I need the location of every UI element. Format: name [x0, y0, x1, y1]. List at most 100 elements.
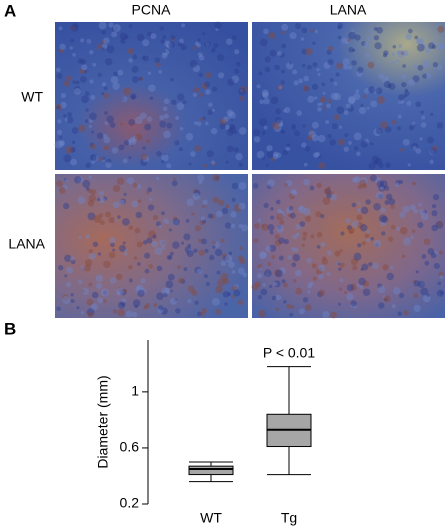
cell	[98, 190, 105, 196]
cell	[60, 140, 65, 146]
cell	[384, 200, 390, 205]
cell	[368, 86, 376, 94]
y-tick-label: 0.6	[120, 439, 140, 455]
cell	[277, 50, 283, 56]
cell	[383, 80, 391, 88]
cell	[142, 146, 146, 150]
cell	[83, 69, 88, 74]
cell	[285, 61, 294, 70]
cell	[259, 99, 264, 105]
cell	[220, 260, 227, 267]
cell	[288, 192, 296, 200]
cell	[414, 35, 419, 40]
cell	[413, 208, 419, 214]
cell	[327, 186, 331, 190]
cell	[351, 220, 359, 228]
cell	[281, 23, 289, 31]
cell	[273, 280, 281, 288]
cell	[298, 308, 305, 315]
cell	[323, 187, 331, 195]
cell	[363, 87, 370, 94]
cell	[402, 50, 409, 57]
cell	[253, 135, 261, 143]
cell	[317, 73, 321, 77]
cell	[266, 179, 275, 187]
cell	[236, 61, 241, 67]
cell	[399, 226, 408, 235]
cell	[134, 304, 139, 309]
cell	[378, 214, 387, 223]
cell	[226, 128, 235, 136]
cell	[200, 238, 207, 245]
cell	[269, 49, 277, 57]
cell	[432, 145, 438, 152]
cell	[87, 311, 94, 318]
cell	[234, 49, 240, 55]
cell	[291, 262, 297, 268]
cell	[89, 112, 97, 121]
cell	[168, 255, 173, 260]
cell	[403, 94, 407, 98]
cell	[415, 270, 419, 274]
cell	[77, 279, 83, 284]
cell	[353, 132, 362, 141]
cell	[401, 81, 407, 88]
cell	[215, 285, 223, 294]
cell	[72, 53, 76, 57]
cell	[161, 159, 165, 164]
cell	[196, 43, 201, 48]
cell	[436, 64, 443, 71]
cell	[317, 103, 321, 107]
cell	[366, 237, 371, 243]
cell	[356, 70, 363, 78]
cell	[439, 274, 444, 280]
cell	[112, 309, 118, 314]
cell	[316, 182, 323, 189]
cell	[121, 96, 126, 102]
cell	[366, 35, 373, 41]
cell	[337, 262, 341, 266]
cell	[55, 103, 63, 111]
cell	[227, 292, 232, 296]
cell	[117, 69, 124, 76]
cell	[86, 298, 94, 306]
cell	[174, 140, 180, 146]
cell	[295, 223, 302, 230]
cell	[111, 26, 118, 33]
cell	[113, 218, 117, 223]
cell	[59, 43, 66, 51]
cell	[266, 184, 272, 189]
cell	[226, 109, 234, 117]
cell	[233, 284, 239, 290]
cell	[197, 174, 205, 182]
cell	[56, 67, 61, 73]
cell	[103, 136, 111, 144]
cell	[361, 183, 368, 189]
cell	[289, 32, 297, 40]
cell	[413, 64, 418, 68]
cell	[420, 287, 429, 296]
cell	[233, 130, 238, 135]
row-label: LANA	[8, 236, 45, 252]
y-tick-label: 0.2	[120, 495, 140, 511]
cell	[291, 125, 297, 131]
cell	[372, 87, 379, 94]
cell	[234, 68, 240, 74]
cell	[101, 29, 106, 35]
cell	[112, 248, 116, 252]
cell	[269, 215, 275, 220]
cell	[302, 85, 310, 92]
cell	[221, 207, 229, 215]
cell	[136, 184, 142, 189]
cell	[206, 41, 211, 47]
cell	[290, 305, 295, 310]
cell	[303, 178, 310, 186]
cell	[384, 185, 390, 191]
cell	[330, 191, 334, 195]
cell	[134, 133, 143, 141]
cell	[428, 42, 435, 49]
cell	[163, 153, 167, 157]
cell	[344, 133, 349, 138]
cell	[139, 112, 147, 120]
cell	[251, 283, 259, 291]
